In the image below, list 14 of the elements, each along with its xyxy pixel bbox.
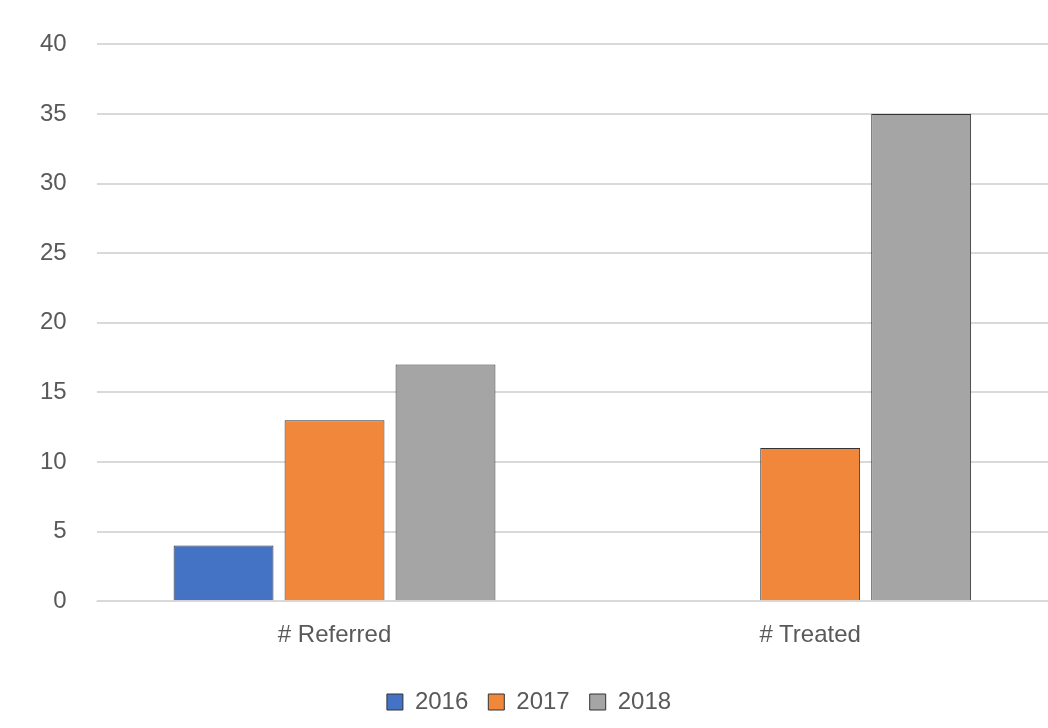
legend-label: 2018: [617, 686, 672, 714]
y-tick-label: 40: [39, 29, 67, 57]
y-tick-label: 35: [39, 98, 67, 126]
y-tick-label: 25: [39, 237, 67, 265]
y-tick-label: 0: [53, 585, 67, 613]
y-tick-label: 10: [39, 446, 67, 474]
y-tick-label: 5: [53, 516, 67, 544]
y-tick-label: 15: [39, 377, 67, 405]
y-tick-label: 30: [39, 168, 67, 196]
x-tick-label: # Treated: [759, 620, 861, 648]
legend-label: 2016: [414, 686, 469, 714]
legend-label: 2017: [516, 686, 570, 714]
x-tick-label: # Referred: [277, 620, 392, 648]
y-tick-label: 20: [39, 307, 67, 335]
